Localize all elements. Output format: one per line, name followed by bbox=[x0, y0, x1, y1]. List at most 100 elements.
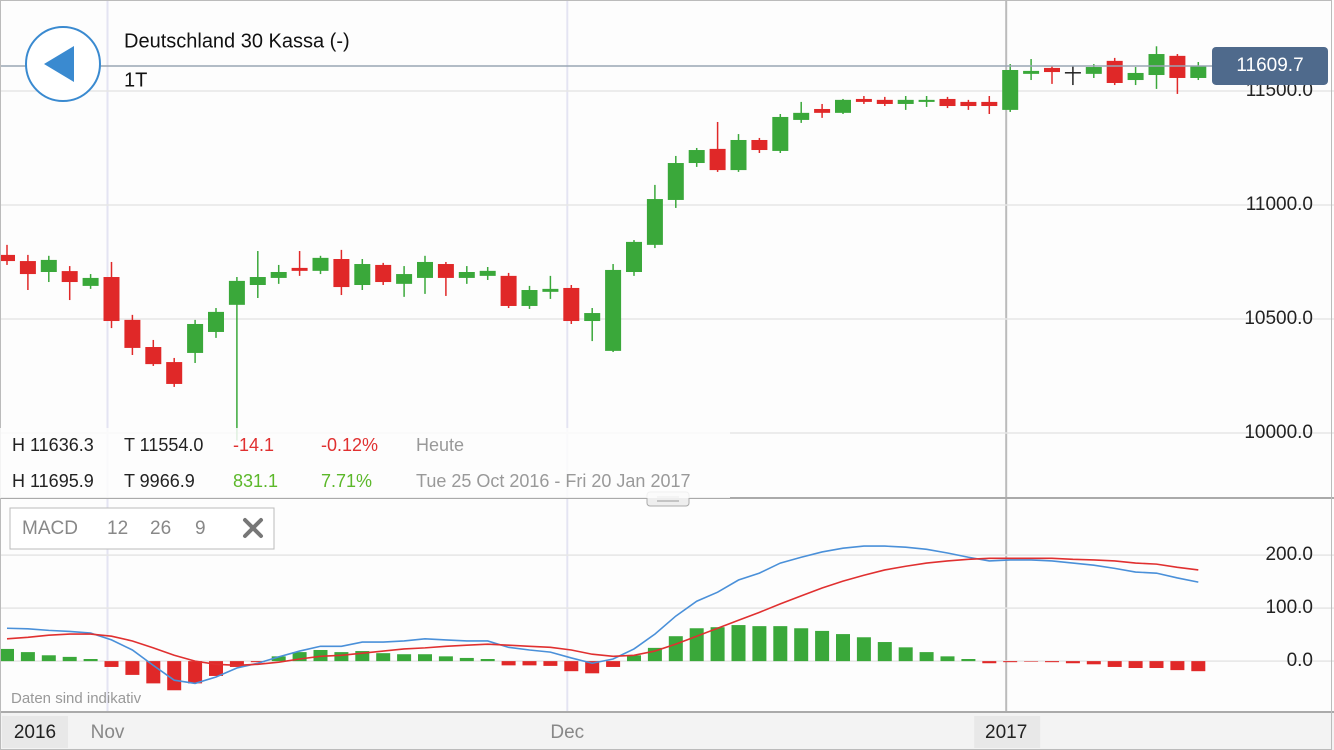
histogram-bar bbox=[940, 656, 955, 662]
histogram-bar bbox=[146, 661, 161, 684]
histogram-bar bbox=[877, 642, 892, 662]
histogram-bar bbox=[397, 654, 412, 662]
candle-body bbox=[563, 287, 580, 322]
candle-body bbox=[605, 269, 622, 351]
histogram-bar bbox=[334, 652, 349, 662]
candle-body bbox=[312, 257, 329, 271]
histogram-bar bbox=[438, 656, 453, 662]
x-axis-bar bbox=[0, 712, 1334, 750]
marks-layer bbox=[0, 46, 1212, 691]
candle-body bbox=[835, 99, 851, 113]
candle-body bbox=[103, 277, 120, 322]
histogram-bar bbox=[794, 628, 809, 662]
y-tick-label: 200.0 bbox=[1265, 544, 1313, 565]
histogram-bar bbox=[292, 652, 307, 662]
candle-body bbox=[19, 261, 36, 275]
histogram-bar bbox=[564, 661, 579, 672]
histogram-bar bbox=[856, 637, 871, 662]
candle-body bbox=[521, 290, 538, 306]
candle-body bbox=[1085, 67, 1102, 74]
histogram-bar bbox=[20, 652, 35, 662]
stat-high: H 11636.3 bbox=[12, 435, 94, 455]
candle-body bbox=[1044, 67, 1060, 73]
histogram-bar bbox=[982, 661, 997, 664]
histogram-bar bbox=[271, 656, 286, 662]
candle-body bbox=[0, 254, 15, 262]
stat-low: T 11554.0 bbox=[124, 435, 203, 455]
histogram-bar bbox=[480, 659, 495, 662]
histogram-bar bbox=[459, 657, 474, 662]
histogram-bar bbox=[1024, 661, 1039, 662]
candle-body bbox=[291, 267, 308, 271]
x-tick-label: Nov bbox=[91, 722, 125, 743]
histogram-bar bbox=[585, 661, 600, 674]
candle-body bbox=[1106, 60, 1123, 83]
histogram-bar bbox=[355, 651, 370, 662]
y-tick-label: 10500.0 bbox=[1244, 308, 1313, 329]
candle-body bbox=[354, 264, 371, 285]
last-price-label: 11609.7 bbox=[1236, 55, 1303, 76]
indicator-name: MACD bbox=[22, 518, 78, 539]
x-label-bg bbox=[974, 716, 1041, 748]
candle-body bbox=[730, 139, 747, 171]
candle-body bbox=[1064, 72, 1081, 74]
histogram-bar bbox=[898, 647, 913, 662]
candle-body bbox=[751, 139, 768, 151]
candle-body bbox=[1148, 54, 1165, 76]
candle-body bbox=[814, 108, 831, 113]
histogram-bar bbox=[1128, 661, 1143, 669]
indicator-close[interactable] bbox=[243, 518, 263, 538]
histogram-bar bbox=[1149, 661, 1164, 669]
candle-body bbox=[417, 261, 433, 278]
candle-body bbox=[960, 101, 977, 107]
candle-body bbox=[688, 150, 705, 164]
candle-body bbox=[897, 99, 914, 104]
histogram-bar bbox=[815, 630, 830, 662]
candle-body bbox=[855, 98, 872, 102]
instrument-title: Deutschland 30 Kassa (-) bbox=[124, 30, 350, 52]
histogram-bar bbox=[418, 654, 432, 662]
stat-period: Tue 25 Oct 2016 - Fri 20 Jan 2017 bbox=[416, 471, 691, 491]
y-tick-label: 11000.0 bbox=[1246, 194, 1313, 215]
back-button[interactable] bbox=[25, 26, 101, 102]
candle-body bbox=[145, 347, 162, 365]
candle-body bbox=[1127, 72, 1144, 81]
candle-body bbox=[626, 241, 642, 273]
histogram-bar bbox=[1003, 661, 1018, 663]
candle-body bbox=[437, 264, 454, 278]
histogram-bar bbox=[167, 661, 182, 691]
back-arrow bbox=[44, 46, 74, 82]
histogram-bar bbox=[125, 661, 140, 675]
stat-change: 831.1 bbox=[233, 471, 278, 491]
indicator-param: 12 bbox=[107, 518, 128, 539]
candle-body bbox=[458, 272, 475, 278]
stat-change: -14.1 bbox=[233, 435, 274, 455]
histogram-bar bbox=[627, 655, 641, 662]
y-tick-label: 100.0 bbox=[1265, 597, 1313, 618]
macd-line bbox=[6, 545, 1199, 685]
histogram-bar bbox=[188, 661, 203, 684]
candle-body bbox=[396, 274, 413, 284]
histogram-bar bbox=[41, 655, 56, 662]
histogram-bar bbox=[543, 661, 558, 666]
stat-high: H 11695.9 bbox=[12, 471, 94, 491]
last-price-box bbox=[1212, 46, 1328, 85]
x-label-bg bbox=[2, 716, 68, 748]
y-tick-label: 0.0 bbox=[1287, 650, 1313, 671]
histogram-bar bbox=[689, 628, 704, 662]
stat-period: Heute bbox=[416, 435, 464, 455]
candle-body bbox=[166, 362, 183, 384]
histogram-bar bbox=[773, 626, 788, 662]
candle-body bbox=[1190, 65, 1207, 78]
indicator-box[interactable] bbox=[9, 507, 275, 550]
x-year-label: 2016 bbox=[14, 722, 56, 743]
candle-body bbox=[40, 259, 57, 273]
candle-body bbox=[270, 272, 287, 278]
histogram-bar bbox=[752, 626, 767, 662]
stat-low: T 9966.9 bbox=[124, 471, 195, 491]
candle-body bbox=[939, 98, 956, 107]
candle-body bbox=[187, 323, 204, 353]
histogram-bar bbox=[731, 625, 746, 662]
candle-body bbox=[772, 116, 789, 151]
